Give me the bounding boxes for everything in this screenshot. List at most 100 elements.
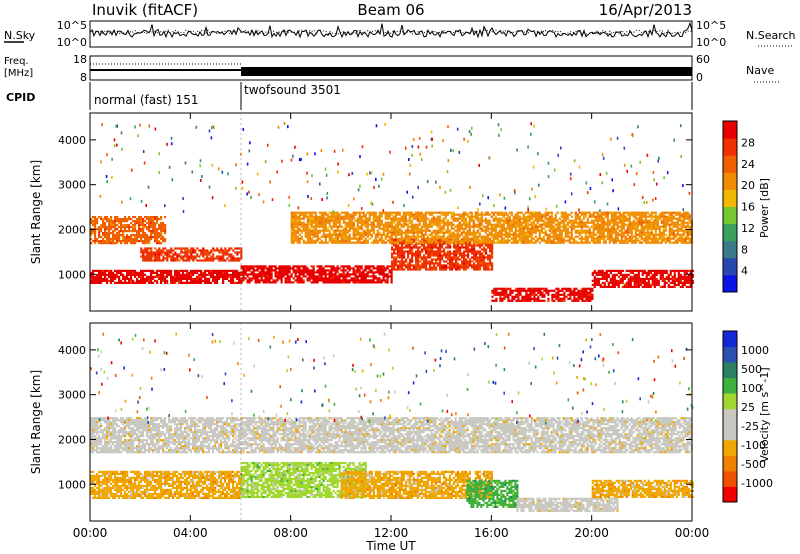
data-cell bbox=[474, 233, 477, 236]
data-cell bbox=[598, 227, 601, 230]
data-cell bbox=[395, 262, 398, 265]
data-cell bbox=[380, 221, 383, 224]
data-cell bbox=[302, 221, 305, 224]
data-cell bbox=[636, 211, 639, 214]
data-cell bbox=[412, 233, 415, 236]
data-cell bbox=[278, 267, 281, 270]
data-cell bbox=[178, 277, 181, 280]
data-cell bbox=[662, 225, 665, 228]
data-cell bbox=[134, 230, 137, 233]
data-cell bbox=[485, 244, 488, 247]
data-cell bbox=[537, 287, 540, 290]
data-cell bbox=[392, 225, 395, 228]
data-cell bbox=[260, 267, 263, 270]
data-cell bbox=[292, 269, 295, 272]
data-cell bbox=[396, 217, 399, 220]
data-cell bbox=[98, 232, 101, 235]
data-cell bbox=[532, 211, 535, 214]
data-cell bbox=[352, 213, 355, 216]
data-cell bbox=[526, 211, 529, 214]
data-cell bbox=[552, 239, 555, 242]
data-cell bbox=[658, 233, 661, 236]
data-cell bbox=[440, 225, 443, 228]
data-cell bbox=[366, 273, 369, 276]
data-cell bbox=[258, 279, 261, 282]
data-cell bbox=[200, 277, 203, 280]
data-cell bbox=[136, 240, 139, 243]
data-cell bbox=[648, 231, 651, 234]
data-cell bbox=[300, 273, 303, 276]
data-cell bbox=[530, 213, 533, 216]
data-cell bbox=[296, 275, 299, 278]
data-cell bbox=[218, 257, 221, 260]
data-cell bbox=[449, 260, 452, 263]
data-cell bbox=[504, 219, 507, 222]
data-cell bbox=[298, 275, 301, 278]
data-cell bbox=[530, 237, 533, 240]
data-cell bbox=[106, 226, 109, 229]
data-cell bbox=[610, 213, 613, 216]
data-cell bbox=[346, 275, 349, 278]
data-cell bbox=[520, 233, 523, 236]
data-cell bbox=[399, 264, 402, 267]
data-cell bbox=[393, 248, 396, 251]
data-cell bbox=[104, 275, 107, 278]
data-cell bbox=[320, 215, 323, 218]
data-cell bbox=[172, 253, 175, 256]
data-cell bbox=[176, 253, 179, 256]
data-cell bbox=[457, 262, 460, 265]
data-cell bbox=[104, 269, 107, 272]
data-cell bbox=[505, 295, 508, 298]
data-cell bbox=[212, 257, 215, 260]
data-cell bbox=[543, 293, 546, 296]
data-cell bbox=[158, 277, 161, 280]
data-cell bbox=[370, 233, 373, 236]
data-cell bbox=[530, 241, 533, 244]
data-cell bbox=[186, 277, 189, 280]
data-cell bbox=[664, 239, 667, 242]
data-cell bbox=[574, 215, 577, 218]
data-cell bbox=[130, 236, 133, 239]
data-cell bbox=[413, 238, 416, 241]
data-cell bbox=[533, 287, 536, 290]
data-cell bbox=[274, 267, 277, 270]
data-cell bbox=[606, 225, 609, 228]
data-cell bbox=[104, 226, 107, 229]
data-cell bbox=[318, 267, 321, 270]
data-cell bbox=[314, 213, 317, 216]
data-cell bbox=[534, 235, 537, 238]
data-cell bbox=[427, 260, 430, 263]
data-cell bbox=[392, 229, 395, 232]
data-cell bbox=[676, 217, 679, 220]
data-cell bbox=[260, 277, 263, 280]
data-cell bbox=[154, 238, 157, 241]
data-cell bbox=[488, 219, 491, 222]
data-cell bbox=[110, 226, 113, 229]
data-cell bbox=[298, 229, 301, 232]
data-cell bbox=[459, 252, 462, 255]
data-cell bbox=[554, 231, 557, 234]
data-cell bbox=[630, 213, 633, 216]
data-cell bbox=[136, 277, 139, 280]
data-cell bbox=[488, 221, 491, 224]
data-cell bbox=[668, 227, 671, 230]
data-cell bbox=[326, 279, 329, 282]
data-cell bbox=[670, 231, 673, 234]
data-cell bbox=[218, 251, 221, 254]
data-cell bbox=[170, 249, 173, 252]
data-cell bbox=[314, 271, 317, 274]
data-cell bbox=[198, 269, 201, 272]
data-cell bbox=[354, 265, 357, 268]
data-cell bbox=[226, 249, 229, 252]
data-cell bbox=[268, 269, 271, 272]
data-cell bbox=[314, 235, 317, 238]
data-cell bbox=[411, 254, 414, 257]
data-cell bbox=[431, 250, 434, 253]
data-cell bbox=[618, 219, 621, 222]
data-cell bbox=[114, 269, 117, 272]
data-cell bbox=[421, 258, 424, 261]
data-cell bbox=[640, 215, 643, 218]
data-cell bbox=[308, 221, 311, 224]
data-cell bbox=[222, 251, 225, 254]
data-cell bbox=[126, 271, 129, 274]
